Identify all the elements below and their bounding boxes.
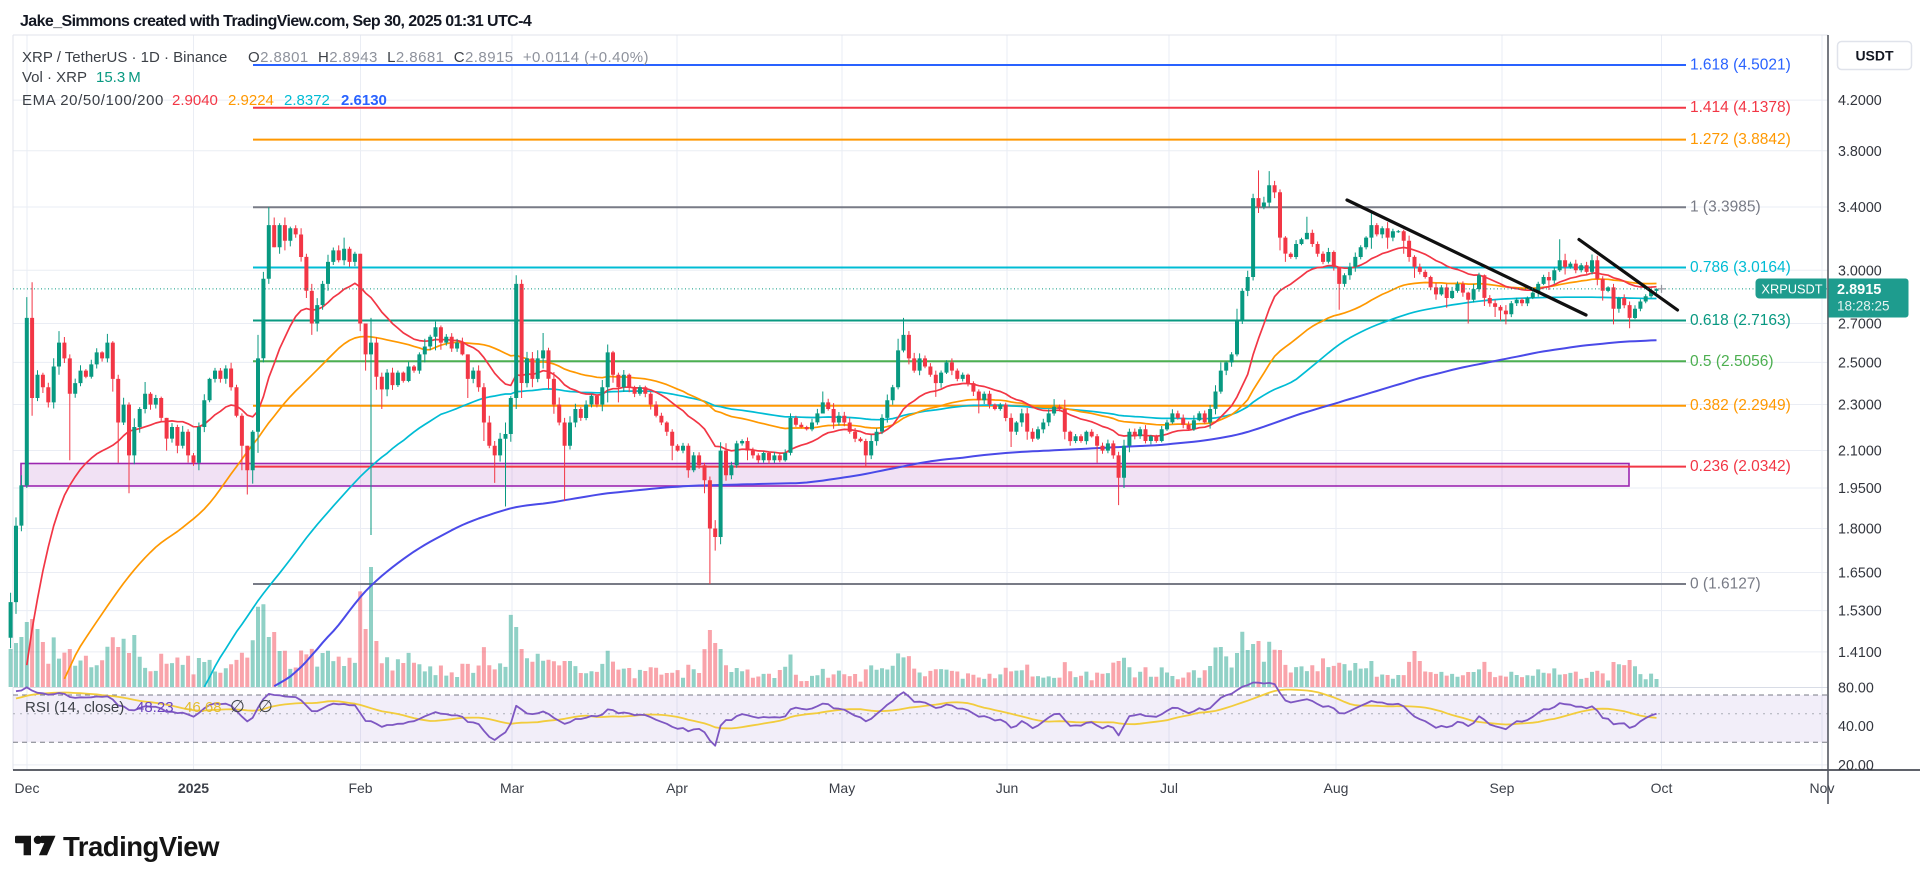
svg-text:1 (3.3985): 1 (3.3985) <box>1690 199 1761 216</box>
svg-text:1.6500: 1.6500 <box>1838 566 1882 582</box>
svg-text:2.3000: 2.3000 <box>1838 398 1882 414</box>
svg-text:Jun: Jun <box>996 780 1019 796</box>
svg-text:40.00: 40.00 <box>1838 719 1874 735</box>
svg-text:May: May <box>829 780 855 796</box>
svg-text:15.3 M: 15.3 M <box>96 69 141 86</box>
svg-text:XRPUSDT: XRPUSDT <box>1761 282 1822 297</box>
svg-text:18:28:25: 18:28:25 <box>1837 299 1890 314</box>
svg-text:0.382 (2.2949): 0.382 (2.2949) <box>1690 397 1791 414</box>
svg-text:0.5 (2.5056): 0.5 (2.5056) <box>1690 353 1774 370</box>
svg-text:Dec: Dec <box>15 780 40 796</box>
svg-text:Sep: Sep <box>1490 780 1515 796</box>
svg-text:1.4100: 1.4100 <box>1838 645 1882 661</box>
svg-text:Jul: Jul <box>1160 780 1178 796</box>
svg-text:3.0000: 3.0000 <box>1838 263 1882 279</box>
svg-text:80.00: 80.00 <box>1838 681 1874 697</box>
svg-text:Nov: Nov <box>1810 780 1835 796</box>
svg-text:2.9224: 2.9224 <box>228 92 274 109</box>
svg-text:∅: ∅ <box>230 697 245 716</box>
svg-text:∅: ∅ <box>258 697 273 716</box>
svg-text:XRP / TetherUS · 1D · Binance: XRP / TetherUS · 1D · Binance <box>22 49 227 66</box>
svg-text:46.68: 46.68 <box>184 699 222 716</box>
svg-text:2025: 2025 <box>178 780 209 796</box>
svg-text:Vol · XRP: Vol · XRP <box>22 69 87 86</box>
svg-text:20.00: 20.00 <box>1838 758 1874 774</box>
svg-text:48.23: 48.23 <box>136 699 174 716</box>
svg-text:1.272 (3.8842): 1.272 (3.8842) <box>1690 131 1791 148</box>
svg-text:2.6130: 2.6130 <box>341 92 387 109</box>
svg-text:Aug: Aug <box>1324 780 1349 796</box>
svg-text:O2.8801 H2.8943 L2.8681 C2.: O2.8801 H2.8943 L2.8681 C2.8915 +0.0114 … <box>248 49 649 66</box>
svg-text:1.618 (4.5021): 1.618 (4.5021) <box>1690 57 1791 74</box>
svg-text:Oct: Oct <box>1651 780 1673 796</box>
svg-text:1.9500: 1.9500 <box>1838 481 1882 497</box>
svg-text:Feb: Feb <box>348 780 372 796</box>
svg-text:Apr: Apr <box>666 780 688 796</box>
svg-text:2.9040: 2.9040 <box>172 92 218 109</box>
svg-text:0.618 (2.7163): 0.618 (2.7163) <box>1690 312 1791 329</box>
svg-text:4.2000: 4.2000 <box>1838 93 1882 109</box>
svg-text:2.1000: 2.1000 <box>1838 444 1882 460</box>
svg-text:2.8372: 2.8372 <box>284 92 330 109</box>
svg-text:1.5300: 1.5300 <box>1838 604 1882 620</box>
svg-text:1.414 (4.1378): 1.414 (4.1378) <box>1690 99 1791 116</box>
svg-text:TradingView: TradingView <box>63 831 220 862</box>
svg-text:0.786 (3.0164): 0.786 (3.0164) <box>1690 259 1791 276</box>
svg-text:RSI (14, close): RSI (14, close) <box>25 699 124 716</box>
svg-text:2.8915: 2.8915 <box>1837 282 1881 298</box>
svg-text:1.8000: 1.8000 <box>1838 522 1882 538</box>
svg-text:EMA 20/50/100/200: EMA 20/50/100/200 <box>22 92 164 109</box>
svg-text:USDT: USDT <box>1855 48 1894 64</box>
svg-text:Jake_Simmons created with Trad: Jake_Simmons created with TradingView.co… <box>20 13 532 30</box>
svg-text:2.5000: 2.5000 <box>1838 355 1882 371</box>
svg-text:2.7000: 2.7000 <box>1838 317 1882 333</box>
svg-text:3.8000: 3.8000 <box>1838 144 1882 160</box>
svg-text:3.4000: 3.4000 <box>1838 200 1882 216</box>
svg-text:0.236 (2.0342): 0.236 (2.0342) <box>1690 458 1791 475</box>
svg-text:0 (1.6127): 0 (1.6127) <box>1690 576 1761 593</box>
svg-text:Mar: Mar <box>500 780 524 796</box>
